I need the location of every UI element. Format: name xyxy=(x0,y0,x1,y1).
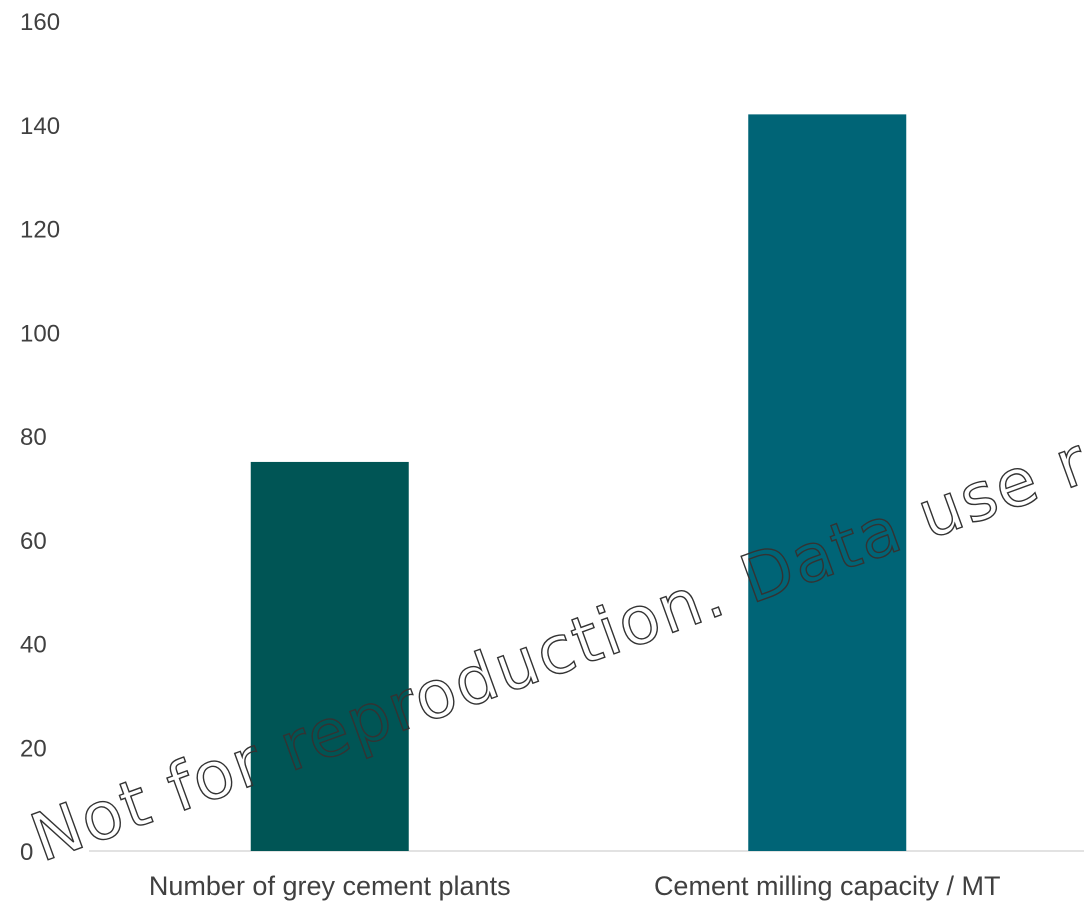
bar xyxy=(250,461,409,851)
y-tick-label: 20 xyxy=(20,735,47,762)
y-tick-label: 100 xyxy=(20,320,60,347)
bars xyxy=(250,114,907,851)
category-labels: Number of grey cement plants Cement milli… xyxy=(149,871,1001,901)
bar xyxy=(748,114,907,851)
category-label: Cement milling capacity / MT xyxy=(654,871,1001,901)
y-tick-label: 80 xyxy=(20,424,47,451)
y-tick-label: 160 xyxy=(20,9,60,36)
y-tick-label: 120 xyxy=(20,217,60,244)
watermark-text: Not for reproduction. Data use requ xyxy=(21,378,1084,877)
y-tick-label: 0 xyxy=(20,839,33,866)
y-tick-label: 60 xyxy=(20,528,47,555)
y-axis-tick-labels: 0 20 40 60 80 100 120 140 160 xyxy=(20,9,60,866)
category-label: Number of grey cement plants xyxy=(149,871,511,901)
y-tick-label: 140 xyxy=(20,113,60,140)
y-tick-label: 40 xyxy=(20,632,47,659)
